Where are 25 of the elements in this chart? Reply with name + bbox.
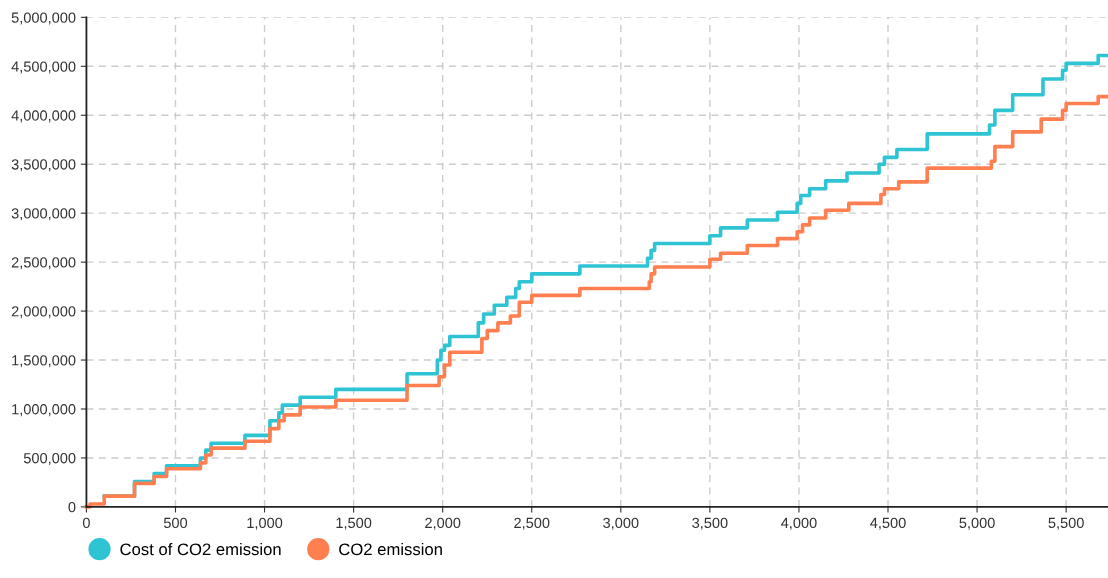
x-tick-label: 3,000 [603,517,639,530]
y-tick-label: 3,000,000 [11,208,76,221]
x-tick-label: 4,500 [870,517,906,530]
x-tick-label: 500 [163,517,188,529]
x-tick-label: 5,500 [1048,517,1084,530]
y-tick-label: 5,000,000 [11,12,76,25]
x-tick-label: 1,000 [247,517,283,530]
x-tick-label: 3,500 [692,517,728,530]
y-tick-label: 3,500,000 [11,159,76,172]
y-tick-label: 1,500,000 [12,355,76,368]
x-tick-label: 0 [82,517,90,529]
y-tick-label: 4,500,000 [11,61,76,74]
x-tick-label: 2,000 [425,517,461,530]
x-tick-label: 5,000 [959,517,995,530]
legend-label: CO2 emission [339,542,442,556]
x-tick-label: 1,500 [336,517,372,530]
y-tick-label: 4,000,000 [11,110,76,123]
y-tick-label: 1,000,000 [12,404,76,417]
x-tick-label: 2,500 [514,517,550,530]
x-tick-label: 4,000 [781,517,817,530]
y-tick-label: 2,500,000 [11,257,76,270]
y-tick-label: 2,000,000 [11,306,76,319]
legend-label: Cost of CO2 emission [120,542,281,556]
y-tick-label: 0 [68,502,76,513]
y-tick-label: 500,000 [23,453,76,466]
